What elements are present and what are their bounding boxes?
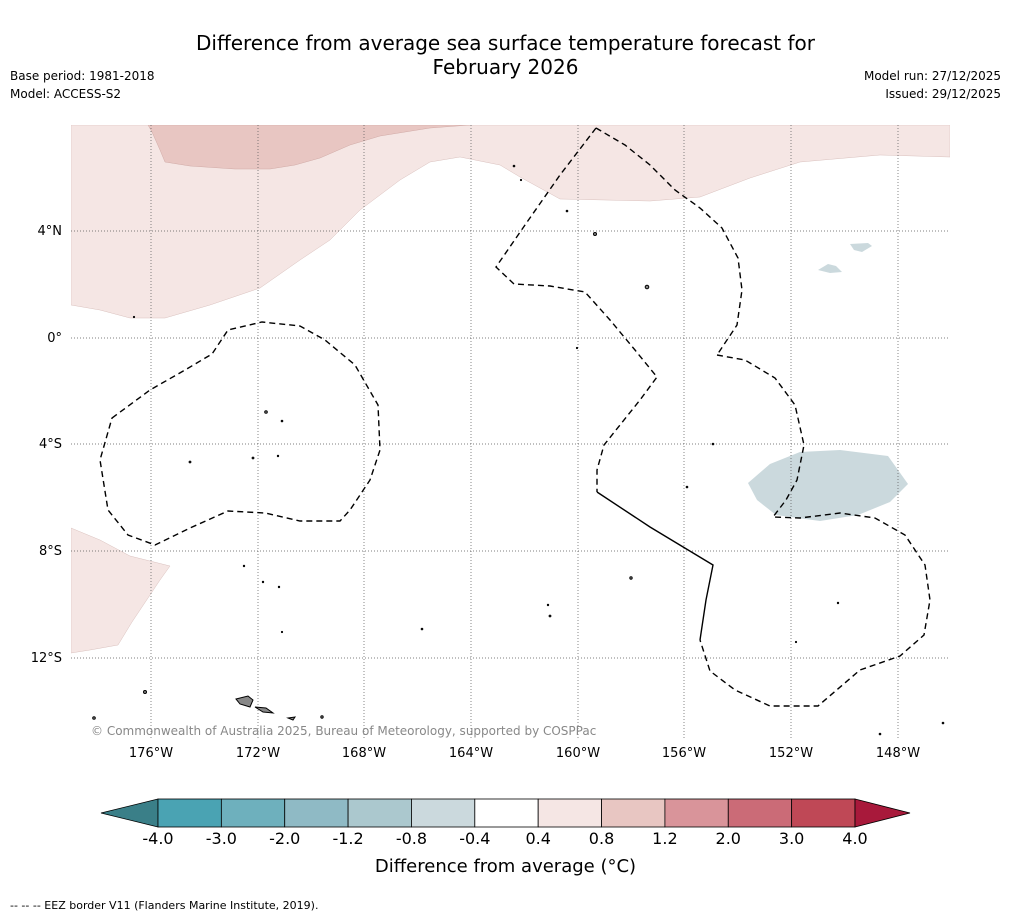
lon-label-148w: 148°W — [875, 746, 921, 761]
colorbar-tick-label: 4.0 — [842, 829, 868, 848]
anomaly-region-warm-north — [71, 125, 950, 319]
map-plot-area — [71, 125, 950, 740]
model-name: Model: ACCESS-S2 — [10, 87, 122, 101]
eez-border-central-west — [495, 127, 658, 492]
anomaly-region-warm-strong — [147, 125, 471, 170]
colorbar-title: Difference from average (°C) — [374, 856, 637, 877]
lon-label-176w: 176°W — [128, 746, 174, 761]
colorbar-segment — [601, 798, 666, 828]
eez-border-central — [595, 127, 743, 356]
colorbar-tick-label: 1.2 — [652, 829, 678, 848]
lon-label-152w: 152°W — [768, 746, 814, 761]
anomaly-region-cool-small-2 — [818, 264, 842, 273]
lat-label-4s: 4°S — [38, 437, 62, 452]
colorbar-segment — [791, 798, 856, 828]
lat-label-8s: 8°S — [38, 544, 62, 559]
colorbar-segment — [411, 798, 476, 828]
copyright-notice: © Commonwealth of Australia 2025, Bureau… — [91, 724, 597, 738]
colorbar-tick-label: -3.0 — [205, 829, 237, 848]
eez-border-solid — [596, 491, 714, 641]
meta-right: Model run: 27/12/2025 Issued: 29/12/2025 — [864, 67, 1001, 103]
colorbar-tick-label: -2.0 — [269, 829, 301, 848]
island-upolu — [254, 706, 275, 714]
colorbar — [100, 798, 911, 828]
model-run: Model run: 27/12/2025 — [863, 69, 1001, 83]
colorbar-segment — [157, 798, 222, 828]
colorbar-tick-label: 0.8 — [588, 829, 615, 848]
island-savaii — [235, 695, 254, 708]
lat-label-0: 0° — [47, 331, 62, 346]
colorbar-segment — [664, 798, 729, 828]
colorbar-segment — [537, 798, 602, 828]
colorbar-tick-label: -1.2 — [332, 829, 364, 848]
colorbar-segments — [157, 798, 856, 828]
colorbar-segment — [474, 798, 539, 828]
lon-label-164w: 164°W — [448, 746, 494, 761]
colorbar-tick-label: 3.0 — [778, 829, 805, 848]
issued-date: Issued: 29/12/2025 — [885, 87, 1001, 101]
colorbar-tick-label: 0.4 — [525, 829, 551, 848]
colorbar-under-arrow — [100, 798, 159, 828]
lon-label-156w: 156°W — [661, 746, 707, 761]
lat-label-12s: 12°S — [30, 651, 62, 666]
eez-legend-note: -- -- -- EEZ border V11 (Flanders Marine… — [10, 899, 319, 912]
lat-label-4n: 4°N — [37, 224, 63, 239]
colorbar-segment — [220, 798, 286, 828]
anomaly-region-cool-small-1 — [850, 243, 872, 252]
lon-label-168w: 168°W — [341, 746, 387, 761]
colorbar-segment — [347, 798, 412, 828]
gridlines — [71, 125, 950, 740]
lon-label-160w: 160°W — [555, 746, 601, 761]
eez-border-east — [699, 354, 931, 707]
title-line-1: Difference from average sea surface temp… — [195, 31, 815, 55]
eez-border-west — [99, 321, 381, 546]
colorbar-over-arrow — [854, 798, 911, 828]
islands — [92, 164, 945, 736]
island-tutuila — [286, 716, 297, 721]
colorbar-tick-label: -0.8 — [395, 829, 428, 848]
eez-borders — [99, 127, 931, 707]
colorbar-segment — [284, 798, 349, 828]
colorbar-tick-label: -4.0 — [142, 829, 174, 848]
anomaly-region-cool-east — [748, 450, 908, 521]
title-line-2: February 2026 — [432, 55, 579, 79]
meta-left: Base period: 1981-2018 Model: ACCESS-S2 — [10, 67, 155, 103]
lon-label-172w: 172°W — [235, 746, 281, 761]
chart-title: Difference from average sea surface temp… — [0, 31, 1011, 79]
colorbar-tick-label: -0.4 — [459, 829, 491, 848]
colorbar-segment — [727, 798, 793, 828]
colorbar-tick-label: 2.0 — [715, 829, 741, 848]
base-period: Base period: 1981-2018 — [10, 69, 155, 83]
